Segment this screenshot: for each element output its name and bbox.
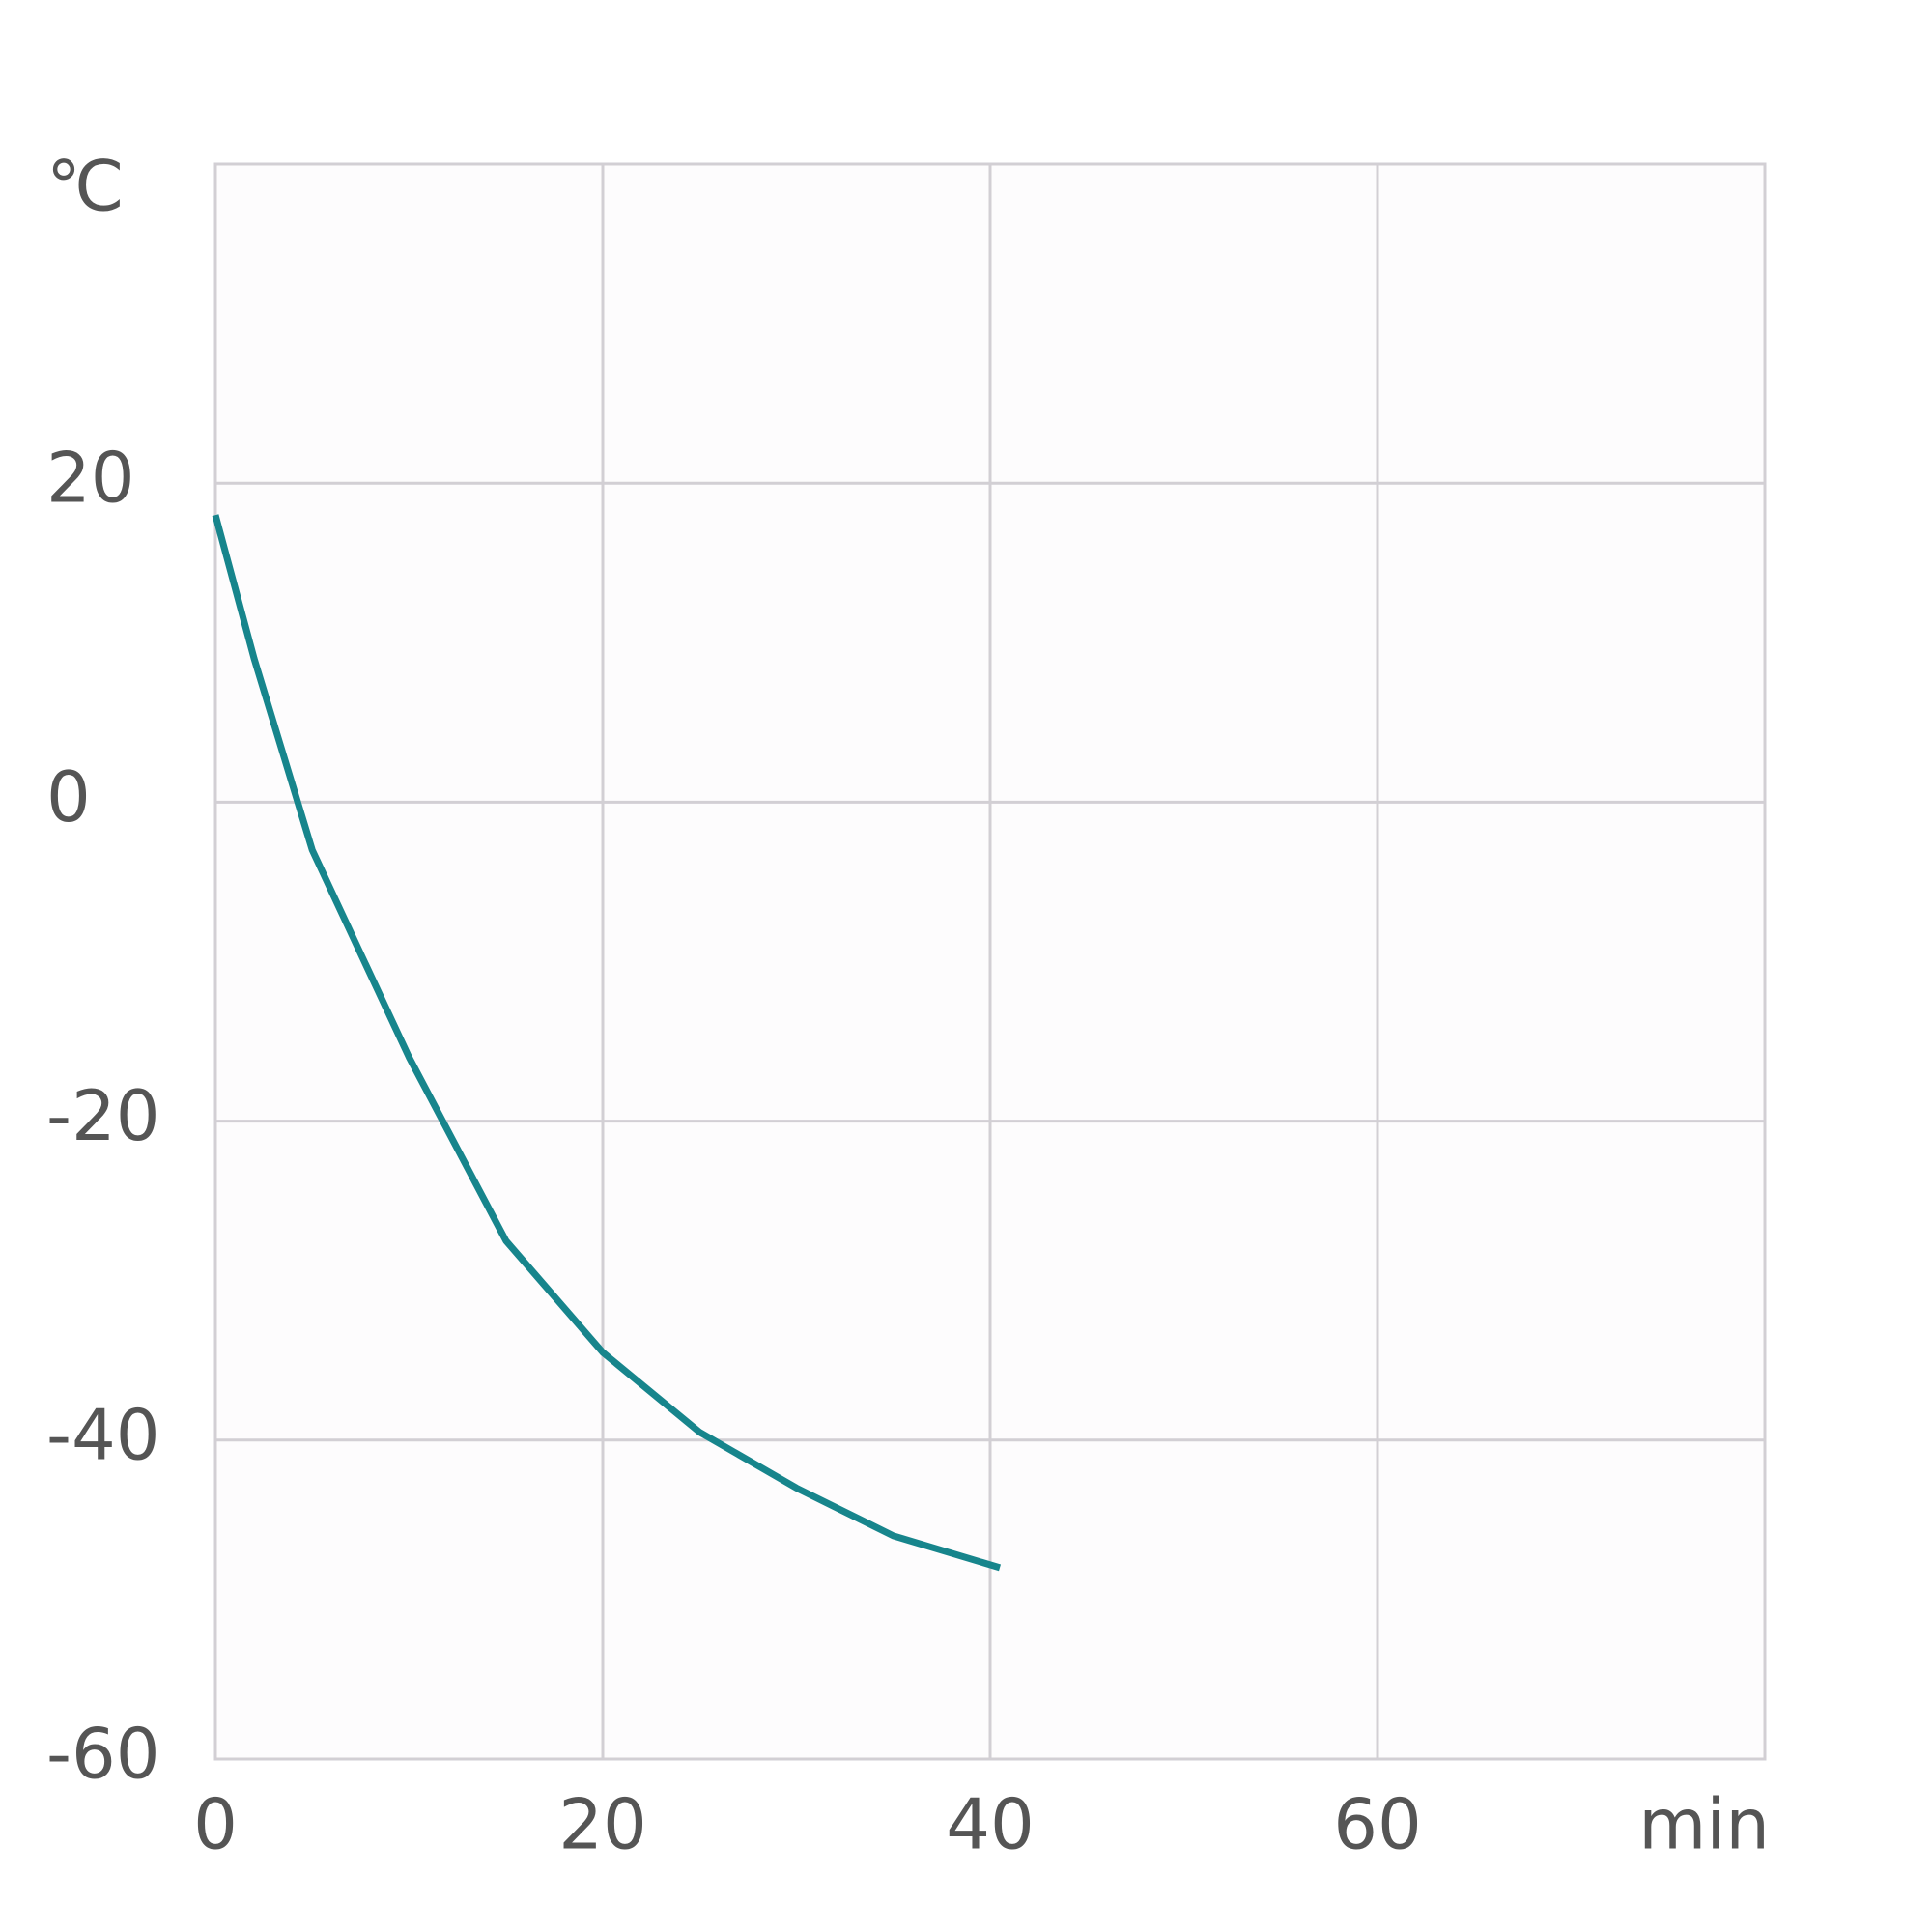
x-tick-label: 20 [558, 1784, 647, 1865]
y-tick-label: 0 [46, 756, 91, 838]
x-tick-label: 40 [946, 1784, 1035, 1865]
data-line [212, 514, 1002, 1572]
y-tick-label: 20 [46, 438, 135, 519]
x-tick-label: 0 [193, 1784, 238, 1865]
y-tick-label: -40 [46, 1394, 160, 1475]
x-axis-label: min [1638, 1784, 1770, 1865]
y-axis-label: ℃ [46, 146, 125, 227]
x-tick-label: 60 [1333, 1784, 1422, 1865]
y-tick-label: -20 [46, 1075, 160, 1156]
y-tick-label: -60 [46, 1714, 160, 1795]
